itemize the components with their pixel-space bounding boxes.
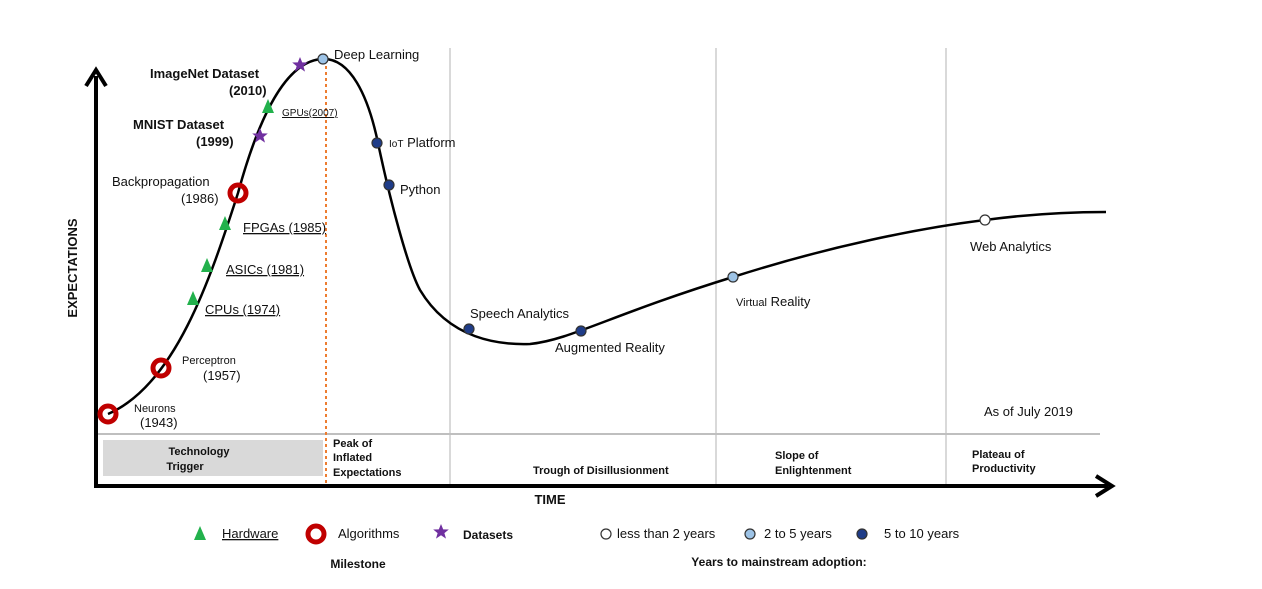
fpgas-label: FPGAs (1985) — [243, 220, 326, 235]
legend-lt2-label: less than 2 years — [617, 526, 716, 541]
phase-peak-line2: Inflated — [333, 452, 372, 464]
legend-2to5-label: 2 to 5 years — [764, 526, 832, 541]
x-axis-arrowhead — [1094, 474, 1116, 498]
imagenet-label: ImageNet Dataset — [150, 66, 260, 81]
phase-peak-line1: Peak of — [333, 438, 372, 450]
gpus-label: GPUs(2007) — [282, 108, 338, 119]
phase-plateau-line2: Productivity — [972, 463, 1036, 475]
legend-5to10-label: 5 to 10 years — [884, 526, 960, 541]
legend-5to10-icon — [856, 528, 868, 540]
iot-platform-label: IoT Platform — [389, 135, 455, 150]
phase-plateau-line1: Plateau of — [972, 449, 1025, 461]
phase-trigger-line2: Trigger — [166, 461, 204, 473]
speech-analytics-dot — [463, 323, 475, 335]
deep-learning-label: Deep Learning — [334, 47, 419, 62]
algorithm-ring-icon — [150, 357, 172, 379]
dataset-star-icon — [292, 57, 308, 72]
y-axis-arrowhead — [84, 66, 108, 88]
legend-algorithms-label: Algorithms — [338, 526, 400, 541]
augmented-reality-label: Augmented Reality — [555, 340, 665, 355]
imagenet-year: (2010) — [229, 83, 267, 98]
legend-hardware-label: Hardware — [222, 526, 278, 541]
augmented-reality-dot — [575, 325, 587, 337]
iot-rest: Platform — [407, 135, 455, 150]
legend-2to5-icon — [744, 528, 756, 540]
deep-learning-dot — [317, 53, 329, 65]
hardware-triangle-icon — [187, 291, 199, 305]
x-axis-label: TIME — [534, 492, 565, 507]
cpus-label: CPUs (1974) — [205, 302, 280, 317]
algorithm-ring-icon — [97, 403, 119, 425]
legend-hardware-icon — [194, 526, 206, 540]
virtual-reality-dot — [727, 271, 739, 283]
phase-trigger-line1: Technology — [169, 446, 231, 458]
asics-label: ASICs (1981) — [226, 262, 304, 277]
legend-adoption-title: Years to mainstream adoption: — [691, 555, 866, 569]
backpropagation-year: (1986) — [181, 191, 219, 206]
perceptron-label: Perceptron — [182, 355, 236, 367]
phase-slope-line1: Slope of — [775, 450, 819, 462]
backpropagation-label: Backpropagation — [112, 174, 210, 189]
hardware-triangle-icon — [219, 216, 231, 230]
vr-prefix: Virtual — [736, 297, 767, 309]
phase-slope-line2: Enlightenment — [775, 465, 852, 477]
speech-analytics-label: Speech Analytics — [470, 306, 570, 321]
hype-curve — [107, 57, 1107, 416]
web-analytics-label: Web Analytics — [970, 239, 1052, 254]
virtual-reality-label: Virtual Reality — [736, 294, 811, 309]
web-analytics-dot — [979, 214, 991, 226]
perceptron-year: (1957) — [203, 368, 241, 383]
python-label: Python — [400, 182, 440, 197]
legend-milestone-title: Milestone — [330, 557, 386, 571]
phase-trough: Trough of Disillusionment — [533, 465, 669, 477]
hardware-triangle-icon — [262, 99, 274, 113]
neurons-year: (1943) — [140, 415, 178, 430]
y-axis-label: EXPECTATIONS — [65, 218, 80, 318]
neurons-label: Neurons — [134, 403, 176, 415]
as-of-date: As of July 2019 — [984, 404, 1073, 419]
algorithm-ring-icon — [227, 182, 249, 204]
mnist-year: (1999) — [196, 134, 234, 149]
vr-rest: Reality — [771, 294, 811, 309]
iot-platform-dot — [371, 137, 383, 149]
mnist-label: MNIST Dataset — [133, 117, 225, 132]
technology-trigger-box — [103, 440, 323, 476]
phase-peak-line3: Expectations — [333, 467, 401, 479]
iot-prefix: IoT — [389, 139, 403, 150]
legend-datasets-label: Datasets — [463, 528, 513, 542]
hardware-triangle-icon — [201, 258, 213, 272]
legend-datasets-icon — [433, 524, 449, 539]
python-dot — [383, 179, 395, 191]
legend-algorithms-icon — [305, 523, 327, 545]
legend-lt2-icon — [600, 528, 612, 540]
